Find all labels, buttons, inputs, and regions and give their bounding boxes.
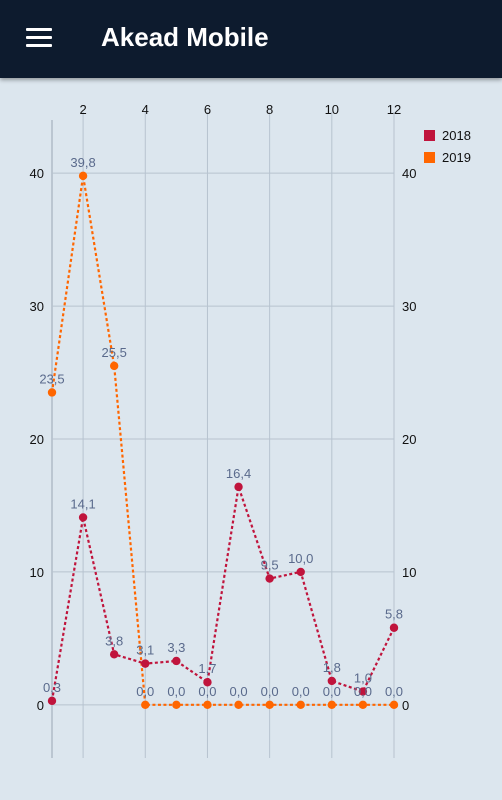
- data-point-2019[interactable]: [141, 700, 150, 710]
- data-label-2018: 16,4: [226, 466, 251, 481]
- series-line-2019: [50, 175, 394, 706]
- x-tick-label: 8: [266, 102, 273, 117]
- y-tick-label-right: 30: [402, 299, 416, 314]
- data-point-2019[interactable]: [389, 700, 399, 710]
- data-point-2018[interactable]: [389, 623, 399, 632]
- data-point-2019[interactable]: [296, 700, 305, 710]
- y-tick-label-right: 0: [402, 698, 409, 713]
- data-point-2018[interactable]: [296, 567, 305, 577]
- data-label-2018: 3,3: [167, 640, 185, 655]
- data-point-2019[interactable]: [265, 700, 274, 710]
- data-label-2019: 0,0: [167, 684, 185, 699]
- x-tick-label: 12: [387, 102, 401, 117]
- x-tick-label: 4: [142, 102, 149, 117]
- data-point-2019[interactable]: [78, 171, 88, 181]
- data-label-2019: 39,8: [70, 155, 95, 170]
- data-label-2018: 5,8: [385, 607, 403, 622]
- data-point-2018[interactable]: [203, 678, 212, 687]
- data-point-2019[interactable]: [203, 700, 212, 710]
- x-tick-label: 2: [79, 102, 86, 117]
- y-tick-label-right: 40: [402, 166, 416, 181]
- data-label-2018: 3,1: [136, 643, 154, 658]
- data-label-2019: 25,5: [102, 345, 127, 360]
- data-label-2018: 14,1: [70, 496, 95, 511]
- y-tick-label-left: 20: [30, 432, 44, 447]
- data-label-2018: 1,8: [323, 660, 341, 675]
- data-label-2018: 3,8: [105, 633, 123, 648]
- data-label-2018: 0,3: [43, 680, 61, 695]
- data-point-2019[interactable]: [327, 700, 337, 710]
- data-point-2019[interactable]: [109, 361, 119, 371]
- data-label-2019: 0,0: [230, 684, 248, 699]
- data-label-2019: 0,0: [323, 684, 341, 699]
- data-label-2019: 23,5: [39, 371, 64, 386]
- legend-label-2019: 2019: [442, 150, 471, 165]
- data-point-2018[interactable]: [141, 659, 150, 668]
- data-label-2018: 1,0: [354, 671, 372, 686]
- data-point-2018[interactable]: [358, 687, 368, 696]
- data-point-2019[interactable]: [47, 388, 57, 397]
- data-label-2019: 0,0: [385, 684, 403, 699]
- data-label-2018: 9,5: [261, 558, 279, 573]
- y-tick-label-left: 10: [30, 565, 44, 580]
- data-label-2019: 0,0: [198, 684, 216, 699]
- x-tick-label: 6: [204, 102, 211, 117]
- y-tick-label-left: 0: [37, 698, 44, 713]
- data-point-2019[interactable]: [358, 700, 368, 710]
- legend-swatch-2018: [424, 130, 435, 141]
- data-point-2018[interactable]: [109, 650, 119, 659]
- series-line-2018: [50, 486, 395, 702]
- line-chart: 2 4 6 8 10 12 0 0 10 10 20 20 30 30 40 40 23,5 39,8 25,5 0,…: [30, 102, 471, 758]
- x-tick-label: 10: [325, 102, 339, 117]
- data-label-2018: 10,0: [288, 551, 313, 566]
- legend-swatch-2019: [424, 152, 435, 163]
- y-tick-label-right: 10: [402, 565, 416, 580]
- data-label-2019: 0,0: [354, 684, 372, 699]
- data-point-2018[interactable]: [327, 676, 337, 686]
- data-point-2018[interactable]: [265, 574, 274, 583]
- data-point-2018[interactable]: [172, 656, 181, 666]
- app-bar: Akead Mobile: [0, 0, 502, 78]
- y-tick-label-left: 40: [30, 166, 44, 181]
- data-label-2019: 0,0: [261, 684, 279, 699]
- data-label-2019: 0,0: [292, 684, 310, 699]
- y-tick-label-right: 20: [402, 432, 416, 447]
- data-point-2018[interactable]: [78, 513, 88, 522]
- data-point-2018[interactable]: [234, 482, 243, 492]
- hamburger-menu-icon[interactable]: [26, 28, 52, 48]
- data-label-2019: 0,0: [136, 684, 154, 699]
- app-title: Akead Mobile: [101, 22, 269, 52]
- y-tick-label-left: 30: [30, 299, 44, 314]
- legend-label-2018: 2018: [442, 128, 471, 143]
- data-label-2018: 1,7: [198, 661, 216, 676]
- data-point-2019[interactable]: [234, 700, 243, 710]
- data-point-2018[interactable]: [47, 696, 57, 706]
- data-point-2019[interactable]: [172, 700, 181, 710]
